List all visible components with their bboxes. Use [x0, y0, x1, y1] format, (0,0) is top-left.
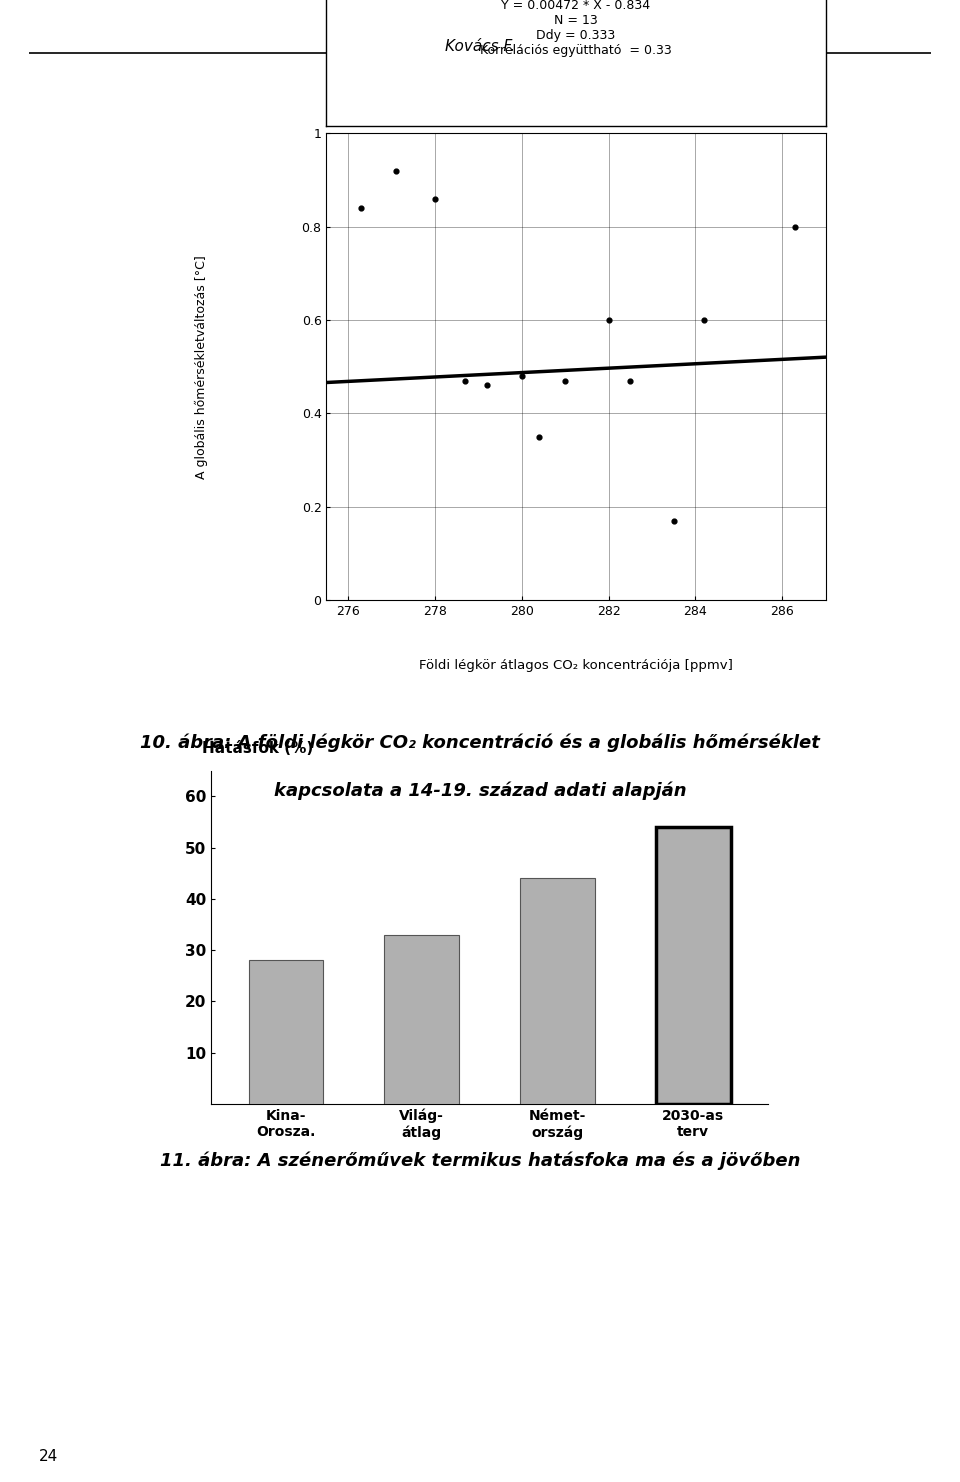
Text: Kovács F.: Kovács F.: [444, 39, 516, 53]
Point: [479, 373, 494, 397]
Point: [558, 369, 573, 393]
Point: [787, 215, 803, 239]
Point: [623, 369, 638, 393]
Point: [601, 308, 616, 332]
Text: A globális hőmérsékletváltozás [°C]: A globális hőmérsékletváltozás [°C]: [195, 255, 208, 479]
Bar: [384, 935, 459, 1104]
Text: 24: 24: [38, 1449, 58, 1464]
Bar: [656, 827, 731, 1104]
Text: Hatásfok (%): Hatásfok (%): [202, 741, 313, 756]
Point: [353, 196, 369, 219]
Point: [532, 425, 547, 449]
Text: 11. ábra: A szénerőművek termikus hatásfoka ma és a jövőben: 11. ábra: A szénerőművek termikus hatásf…: [159, 1152, 801, 1169]
Bar: [520, 879, 595, 1104]
Point: [514, 365, 529, 388]
Bar: [249, 960, 324, 1104]
Text: Földi légkör átlagos CO₂ koncentrációja [ppmv]: Földi légkör átlagos CO₂ koncentrációja …: [420, 659, 732, 673]
Text: 10. ábra: A földi légkör CO₂ koncentráció és a globális hőmérséklet: 10. ábra: A földi légkör CO₂ koncentráci…: [140, 734, 820, 751]
Point: [458, 369, 473, 393]
Point: [388, 159, 403, 182]
Point: [427, 187, 443, 210]
Point: [696, 308, 711, 332]
Text: Y = 0.00472 * X - 0.834
N = 13
Ddy = 0.333
Korrelációs együttható  = 0.33: Y = 0.00472 * X - 0.834 N = 13 Ddy = 0.3…: [480, 0, 672, 58]
Point: [666, 508, 682, 532]
Text: kapcsolata a 14-19. század adati alapján: kapcsolata a 14-19. század adati alapján: [274, 781, 686, 799]
